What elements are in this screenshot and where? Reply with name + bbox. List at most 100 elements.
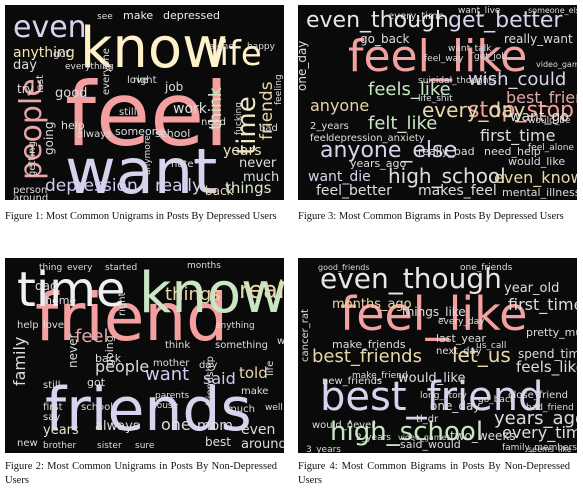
word-said: said (203, 369, 236, 388)
figure-4-caption: Figure 4: Most Common Bigrams in Posts B… (298, 461, 570, 486)
word-years: years (223, 143, 262, 159)
word-depression-anxiety: depression_anxiety (328, 133, 425, 144)
word-see: see (97, 12, 113, 22)
word-everything: everything (65, 62, 114, 72)
word-2-years: 2_years (356, 433, 391, 443)
word-think: think (206, 87, 226, 130)
word-want-live: want_live (458, 6, 501, 16)
word-never: never (66, 334, 80, 368)
word-new: new (17, 438, 38, 449)
word-bad: bad (259, 123, 278, 134)
word-home: home (45, 294, 76, 307)
word-best-friends: best_friends (312, 346, 422, 367)
word-school: school (155, 127, 190, 140)
word-sure: sure (135, 441, 155, 451)
word-first-time: first_time (508, 295, 577, 315)
word-feels-like: feels_like (516, 358, 577, 377)
word-one: one (161, 415, 191, 434)
word-always: always (77, 129, 111, 140)
word-mother: mother (153, 358, 190, 369)
figure-3-caption: Figure 3: Most Common Bigrams in Posts B… (298, 211, 564, 222)
word-good-friends: good_friends (318, 263, 370, 272)
word-day: day (13, 58, 37, 73)
word-got: got (87, 376, 106, 389)
word-high-school: high_school (388, 164, 506, 188)
word-feel-alone: feel_alone (528, 143, 574, 153)
word-feel: feel (65, 63, 229, 166)
word-would-like: would_like (508, 155, 565, 168)
word-life: life (210, 34, 262, 74)
word-around: around (241, 437, 284, 452)
word-last: last (35, 75, 46, 93)
word-parents: parents (155, 391, 190, 401)
word-think: think (165, 340, 190, 351)
word-things: things (165, 284, 221, 305)
word-one-day: one_day (430, 399, 480, 413)
word-back: back (95, 352, 122, 365)
word-first-time: first_time (480, 126, 555, 146)
word-bad-friend: bad_friend (526, 403, 574, 413)
word-love: love (43, 320, 64, 331)
word-next-day: next_day (436, 346, 482, 357)
word-say: say (43, 412, 60, 423)
word-make-friend: make_friend (352, 371, 408, 381)
word-every-day: every_day (422, 98, 525, 122)
word-felt-like: felt_like (368, 113, 437, 134)
word-feeling: feeling (274, 74, 284, 105)
word-anymore: anymore (143, 135, 153, 175)
word-life: life (265, 361, 276, 376)
word-time: time (232, 96, 262, 155)
word-feel: feel (310, 133, 329, 144)
word-mom: mom (197, 418, 233, 434)
wordcloud-bigrams-non-depressed: best_friend feel_like even_though high_scho… (298, 258, 577, 453)
word-new-friends: new_friends (322, 376, 382, 387)
word-person: person (13, 185, 47, 196)
word-started: started (105, 263, 137, 273)
word-even-though: even_though (306, 8, 449, 33)
word-close-friend: close_friend (508, 390, 568, 401)
word-time: time (17, 262, 125, 318)
word-people: people (95, 357, 149, 376)
word-still: still (119, 107, 136, 118)
word-makes-feel: makes_feel (418, 183, 497, 199)
word-family-members: family_members (502, 443, 577, 453)
word-really: really (239, 276, 284, 304)
word-want-go: want_go (510, 109, 569, 125)
word-love: love (127, 75, 148, 86)
word-depression: depression (45, 176, 138, 196)
word-much: much (243, 170, 279, 185)
word-make-friends: make_friends (332, 338, 406, 351)
word-every-time: every_time (502, 423, 577, 443)
word-people: people (14, 78, 49, 180)
word-family: family (10, 337, 29, 386)
word-still: still (43, 380, 60, 391)
word-want-die: want_die (308, 169, 371, 185)
word-anyone-else: anyone_else (320, 138, 457, 163)
word-happy: happy (247, 42, 276, 52)
figure-2-caption: Figure 2: Most Common Unigrams in Posts … (5, 461, 277, 486)
word-even-though: even_though (320, 262, 502, 295)
word-going: going (103, 335, 116, 366)
word-mental-illness: mental_illness (502, 186, 577, 199)
word-need-help: need_help (484, 145, 541, 158)
word-anything: anything (215, 321, 255, 331)
word-try: try (17, 82, 34, 96)
word-tl-dr: tl_dr (416, 414, 439, 425)
word-need: need (201, 117, 226, 128)
word-house: house (151, 401, 179, 411)
word-much: much (227, 404, 255, 415)
word-thing: thing (39, 263, 62, 273)
word-getting: getting (27, 141, 38, 177)
word-help: help (61, 119, 85, 132)
word-told: told (239, 364, 268, 382)
word-friends: friends (257, 81, 277, 140)
word-fucking: fucking (234, 102, 244, 135)
word-friendship: friendship (205, 356, 216, 406)
word-every-day: every_day (438, 317, 485, 327)
word-job: job (164, 80, 183, 94)
word-feels-like: feels_like (368, 79, 451, 100)
wordcloud-bigrams-depressed: feel_like even_though get_better wish_could… (298, 5, 577, 200)
word-let-us: let_us (452, 343, 511, 367)
word-long-story: long_story (420, 391, 467, 401)
